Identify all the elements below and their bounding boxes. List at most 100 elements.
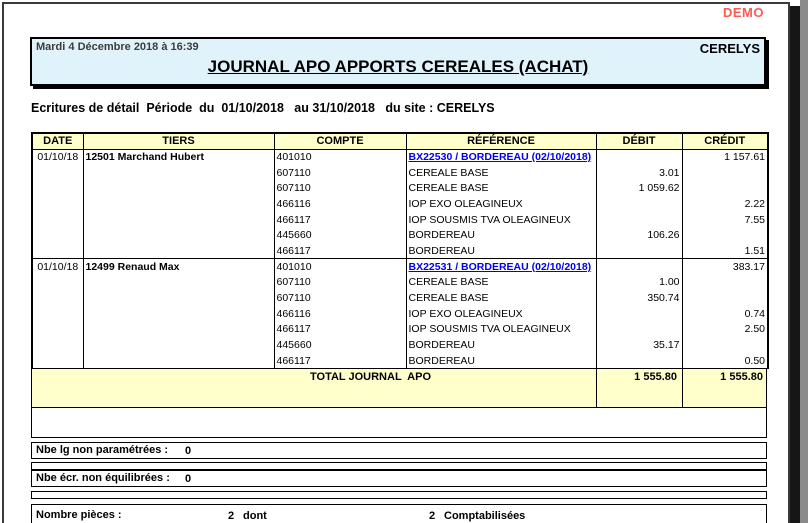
total-label: TOTAL JOURNAL APO	[310, 371, 432, 383]
cell-date	[31, 196, 84, 212]
cell-tiers	[82, 305, 275, 322]
cell-tiers	[82, 290, 275, 306]
cell-debit	[595, 243, 683, 259]
column-header: DATE	[31, 132, 84, 150]
cell-compte: 445660	[273, 227, 407, 244]
cell-date	[31, 227, 84, 244]
cell-date	[31, 352, 84, 369]
cell-credit	[681, 180, 769, 197]
total-row: TOTAL JOURNAL APO 1 555.80 1 555.80	[31, 368, 767, 408]
table-row: 607110 CEREALE BASE 3.01	[31, 164, 769, 181]
journal-table-body: 01/10/18 12501 Marchand Hubert 401010 BX225…	[31, 148, 769, 369]
table-row: 466116 IOP EXO OLEAGINEUX 0.74	[31, 305, 769, 322]
report-datetime: Mardi 4 Décembre 2018 à 16:39	[36, 41, 199, 53]
column-header: TIERS	[82, 132, 275, 150]
cell-tiers	[82, 180, 275, 197]
cell-compte: 607110	[273, 180, 407, 197]
total-credit-value: 1 555.80	[720, 371, 763, 383]
cell-compte: 607110	[273, 274, 407, 291]
cell-compte: 466117	[273, 243, 407, 259]
cell-credit	[681, 274, 769, 291]
cell-debit: 1 059.62	[595, 180, 683, 197]
spacer-box	[31, 462, 767, 470]
header-top-row: Mardi 4 Décembre 2018 à 16:39 CERELYS	[36, 41, 760, 56]
cell-credit	[681, 290, 769, 306]
table-row: 466117 BORDEREAU 1.51	[31, 243, 769, 259]
cell-compte: 466116	[273, 305, 407, 322]
cell-reference: IOP EXO OLEAGINEUX	[405, 305, 597, 322]
cell-debit: 35.17	[595, 337, 683, 353]
bordereau-link[interactable]: BX22530 / BORDEREAU (02/10/2018)	[408, 151, 592, 164]
stat-box-lines-not-configured: Nbe lg non paramétrées : 0	[31, 442, 767, 459]
cell-debit	[595, 211, 683, 228]
cell-debit: 106.26	[595, 227, 683, 244]
period-line: Ecritures de détail Période du 01/10/201…	[31, 101, 495, 115]
cell-compte: 466116	[273, 196, 407, 212]
column-header: DÉBIT	[595, 132, 683, 150]
total-debit-divider	[596, 369, 597, 407]
cell-debit	[595, 196, 683, 212]
cell-reference: BX22530 / BORDEREAU (02/10/2018)	[405, 148, 597, 165]
cell-credit	[681, 337, 769, 353]
cell-debit: 1.00	[595, 274, 683, 291]
cell-reference: BX22531 / BORDEREAU (02/10/2018)	[405, 258, 597, 275]
cell-reference: BORDEREAU	[405, 243, 597, 259]
cell-credit: 383.17	[681, 258, 769, 275]
total-credit-divider	[682, 369, 683, 407]
table-row: 01/10/18 12499 Renaud Max 401010 BX22531 / …	[31, 258, 769, 275]
cell-date	[31, 180, 84, 197]
stat-label: Nbe écr. non équilibrées :	[36, 472, 170, 484]
cell-debit	[595, 352, 683, 369]
bordereau-link[interactable]: BX22531 / BORDEREAU (02/10/2018)	[408, 260, 592, 273]
table-row: 466117 IOP SOUSMIS TVA OLEAGINEUX 7.55	[31, 211, 769, 228]
pieces-comptabilisees-label: Comptabilisées	[444, 510, 526, 522]
cell-date	[31, 321, 84, 338]
pieces-count: 2	[228, 510, 235, 522]
cell-tiers	[82, 274, 275, 291]
pieces-comptabilisees-count: 2	[429, 510, 436, 522]
cell-compte: 607110	[273, 290, 407, 306]
cell-credit: 1.51	[681, 243, 769, 259]
cell-compte: 466117	[273, 352, 407, 369]
cell-compte: 445660	[273, 337, 407, 353]
cell-tiers: 12499 Renaud Max	[82, 258, 275, 275]
cell-credit: 0.50	[681, 352, 769, 369]
total-debit-value: 1 555.80	[634, 371, 677, 383]
cell-date	[31, 337, 84, 353]
table-row: 466116 IOP EXO OLEAGINEUX 2.22	[31, 196, 769, 212]
journal-table: DATE TIERS COMPTE RÉFÉRENCE DÉBIT CRÉDIT 01/1…	[31, 132, 769, 370]
cell-debit	[595, 305, 683, 322]
empty-footer-row	[31, 408, 767, 438]
cell-date: 01/10/18	[31, 148, 84, 165]
cell-credit: 0.74	[681, 305, 769, 322]
stat-box-piece-count: Nombre pièces : 2 dont 2 Comptabilisées	[31, 504, 767, 523]
cell-date	[31, 243, 84, 259]
cell-tiers	[82, 211, 275, 228]
cell-credit: 7.55	[681, 211, 769, 228]
cell-debit: 3.01	[595, 164, 683, 181]
column-header: CRÉDIT	[681, 132, 769, 150]
app-background-strip	[800, 0, 808, 523]
cell-tiers	[82, 321, 275, 338]
cell-date	[31, 290, 84, 306]
table-row: 607110 CEREALE BASE 1.00	[31, 274, 769, 291]
company-name: CERELYS	[699, 41, 760, 56]
cell-date	[31, 211, 84, 228]
table-row: 466117 IOP SOUSMIS TVA OLEAGINEUX 2.50	[31, 321, 769, 338]
report-page: DEMO Mardi 4 Décembre 2018 à 16:39 CEREL…	[2, 2, 790, 523]
cell-tiers	[82, 196, 275, 212]
cell-debit	[595, 321, 683, 338]
cell-reference: BORDEREAU	[405, 337, 597, 353]
cell-compte: 401010	[273, 258, 407, 275]
demo-watermark: DEMO	[723, 5, 764, 20]
cell-date	[31, 164, 84, 181]
cell-date	[31, 305, 84, 322]
cell-credit: 2.22	[681, 196, 769, 212]
stat-label: Nbe lg non paramétrées :	[36, 444, 169, 456]
cell-credit: 2.50	[681, 321, 769, 338]
cell-reference: CEREALE BASE	[405, 180, 597, 197]
page-edge-shadow	[790, 6, 800, 523]
cell-credit	[681, 227, 769, 244]
table-row: 445660 BORDEREAU 106.26	[31, 227, 769, 244]
cell-reference: IOP EXO OLEAGINEUX	[405, 196, 597, 212]
